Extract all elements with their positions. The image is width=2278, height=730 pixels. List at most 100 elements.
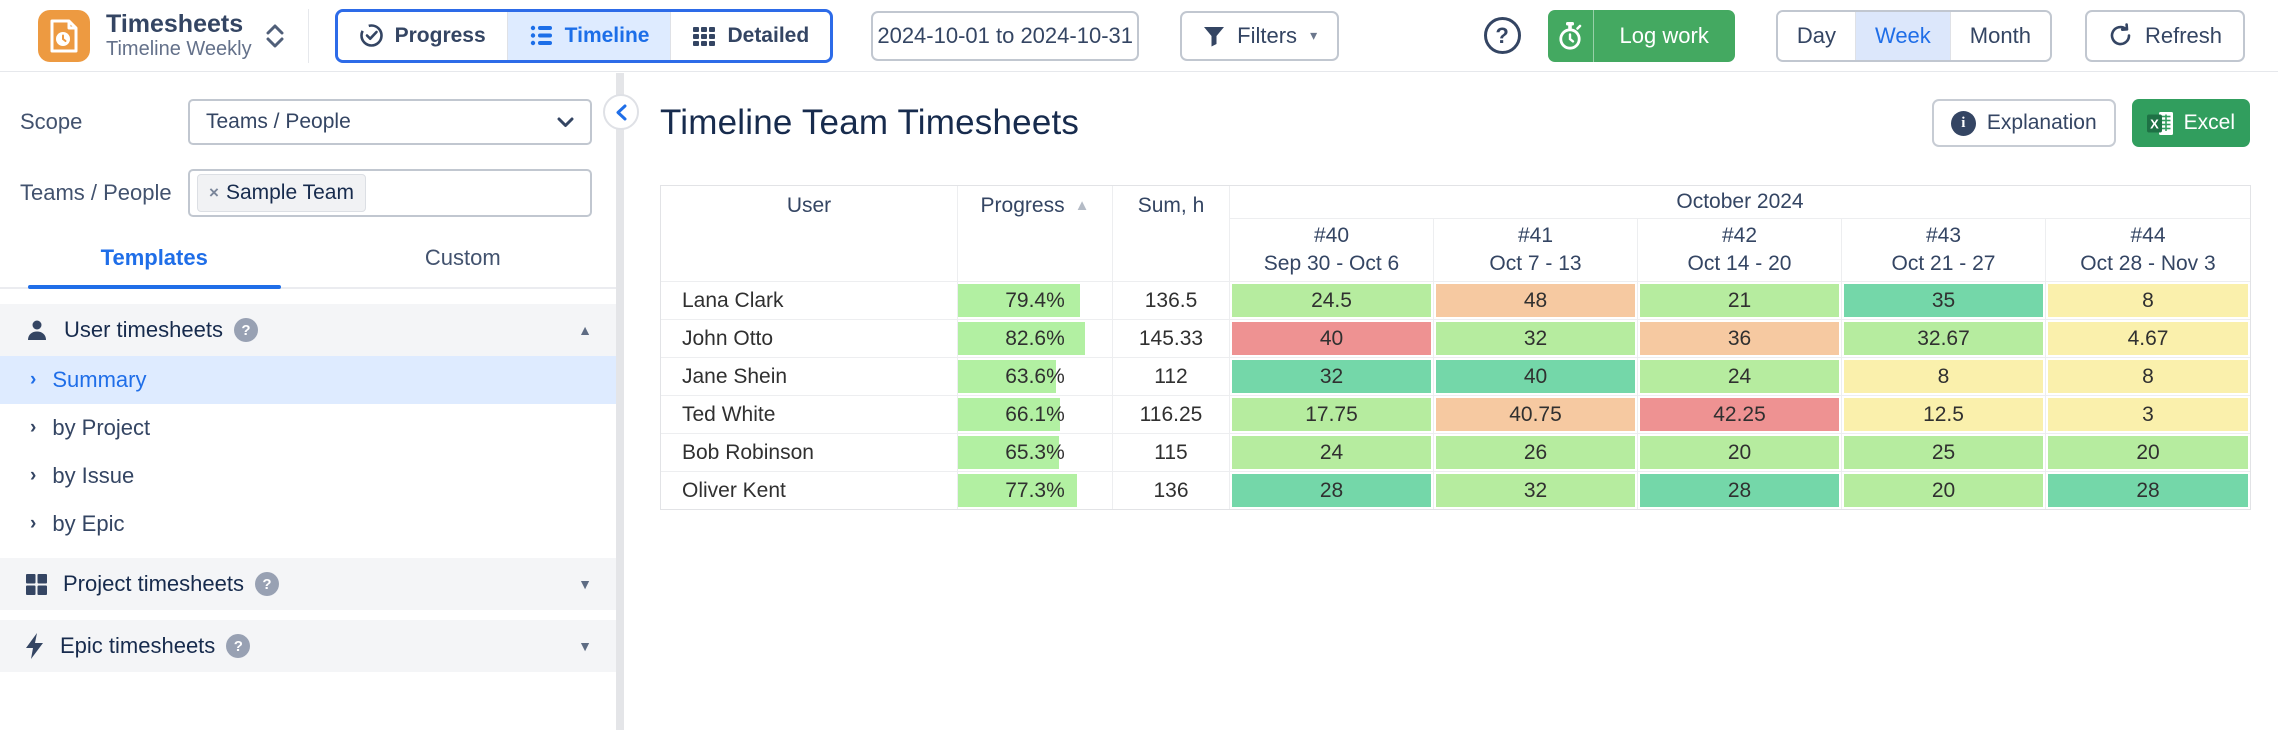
section-epic-timesheets[interactable]: Epic timesheets ? ▼ <box>0 620 617 672</box>
sum-hours-cell: 145.33 <box>1113 320 1230 357</box>
week-hours-cell[interactable]: 20 <box>2046 434 2250 471</box>
sidebar-item-by-project[interactable]: › by Project <box>0 404 617 452</box>
team-tag: × Sample Team <box>197 174 366 212</box>
refresh-button[interactable]: Refresh <box>2084 9 2245 62</box>
week-hours-cell[interactable]: 32 <box>1434 472 1638 509</box>
week-hours-cell[interactable]: 24 <box>1638 358 1842 395</box>
user-name-cell[interactable]: Lana Clark <box>661 282 958 319</box>
hours-value: 3 <box>2048 398 2248 431</box>
expand-triangle-icon[interactable]: ▼ <box>578 638 592 654</box>
hours-value: 20 <box>1640 436 1839 469</box>
table-body: Lana Clark 79.4% 136.5 24.5 48 21 35 8 John Otto… <box>661 281 2250 509</box>
week-hours-cell[interactable]: 25 <box>1842 434 2046 471</box>
scope-select[interactable]: Teams / People <box>188 99 592 145</box>
period-month[interactable]: Month <box>1949 11 2050 60</box>
week-hours-cell[interactable]: 12.5 <box>1842 396 2046 433</box>
table-row: Lana Clark 79.4% 136.5 24.5 48 21 35 8 <box>661 281 2250 319</box>
timesheet-doc-icon <box>50 19 78 52</box>
sidebar-collapse-button[interactable] <box>603 94 639 130</box>
hours-value: 20 <box>1844 474 2043 507</box>
sidebar-item-by-epic[interactable]: › by Epic <box>0 500 617 548</box>
tab-templates[interactable]: Templates <box>0 245 309 289</box>
report-switcher-icon[interactable] <box>266 24 284 48</box>
remove-tag-icon[interactable]: × <box>209 183 219 202</box>
progress-value: 66.1% <box>1005 402 1065 426</box>
section-user-timesheets[interactable]: User timesheets ? ▲ <box>0 304 617 356</box>
week-hours-cell[interactable]: 28 <box>2046 472 2250 509</box>
week-hours-cell[interactable]: 28 <box>1230 472 1434 509</box>
week-hours-cell[interactable]: 42.25 <box>1638 396 1842 433</box>
collapse-triangle-icon[interactable]: ▲ <box>578 322 592 338</box>
sum-hours-cell: 136.5 <box>1113 282 1230 319</box>
teams-people-input[interactable]: × Sample Team <box>188 169 592 217</box>
user-name-cell[interactable]: Ted White <box>661 396 958 433</box>
user-icon <box>25 318 49 342</box>
tab-custom[interactable]: Custom <box>424 245 501 270</box>
help-badge-icon[interactable]: ? <box>254 572 279 596</box>
week-hours-cell[interactable]: 26 <box>1434 434 1638 471</box>
week-hours-cell[interactable]: 32 <box>1230 358 1434 395</box>
help-icon[interactable]: ? <box>1483 17 1521 54</box>
week-hours-cell[interactable]: 40.75 <box>1434 396 1638 433</box>
table-row: Oliver Kent 77.3% 136 28 32 28 20 28 <box>661 471 2250 509</box>
user-name-cell[interactable]: Oliver Kent <box>661 472 958 509</box>
period-day[interactable]: Day <box>1777 11 1855 60</box>
week-hours-cell[interactable]: 8 <box>2046 358 2250 395</box>
progress-cell: 66.1% <box>958 396 1113 433</box>
tab-timeline[interactable]: Timeline <box>506 11 671 60</box>
week-hours-cell[interactable]: 28 <box>1638 472 1842 509</box>
hours-value: 21 <box>1640 284 1839 317</box>
period-week[interactable]: Week <box>1854 11 1950 60</box>
help-badge-icon[interactable]: ? <box>233 318 258 342</box>
section-project-timesheets[interactable]: Project timesheets ? ▼ <box>0 558 617 610</box>
explanation-button[interactable]: i Explanation <box>1931 99 2116 147</box>
week-hours-cell[interactable]: 40 <box>1434 358 1638 395</box>
help-badge-icon[interactable]: ? <box>226 634 251 658</box>
week-hours-cell[interactable]: 24.5 <box>1230 282 1434 319</box>
hours-value: 32 <box>1232 360 1431 393</box>
excel-export-button[interactable]: X Excel <box>2131 99 2250 147</box>
sidebar-item-by-issue[interactable]: › by Issue <box>0 452 617 500</box>
week-hours-cell[interactable]: 17.75 <box>1230 396 1434 433</box>
week-hours-cell[interactable]: 40 <box>1230 320 1434 357</box>
filters-button[interactable]: Filters ▾ <box>1180 10 1340 61</box>
week-hours-cell[interactable]: 36 <box>1638 320 1842 357</box>
user-name-cell[interactable]: John Otto <box>661 320 958 357</box>
hours-value: 24 <box>1640 360 1839 393</box>
sidebar-item-summary[interactable]: › Summary <box>0 356 617 404</box>
hours-value: 32 <box>1436 474 1635 507</box>
week-hours-cell[interactable]: 24 <box>1230 434 1434 471</box>
week-hours-cell[interactable]: 32.67 <box>1842 320 2046 357</box>
tab-detailed[interactable]: Detailed <box>670 11 831 60</box>
progress-cell: 65.3% <box>958 434 1113 471</box>
hours-value: 20 <box>2048 436 2248 469</box>
tab-progress[interactable]: Progress <box>337 11 507 60</box>
col-header-progress[interactable]: Progress ▲ <box>958 186 1113 281</box>
week-hours-cell[interactable]: 8 <box>2046 282 2250 319</box>
week-hours-cell[interactable]: 8 <box>1842 358 2046 395</box>
app-logo <box>38 9 90 62</box>
scope-label: Scope <box>20 109 83 134</box>
expand-triangle-icon[interactable]: ▼ <box>578 576 592 592</box>
week-hours-cell[interactable]: 35 <box>1842 282 2046 319</box>
week-hours-cell[interactable]: 3 <box>2046 396 2250 433</box>
progress-bar <box>958 322 1086 355</box>
refresh-icon <box>2108 23 2133 48</box>
date-range-input[interactable]: 2024-10-01 to 2024-10-31 <box>871 10 1140 61</box>
sidebar: Scope Teams / People Teams / People × Sa… <box>0 73 624 730</box>
timeline-list-icon <box>529 23 554 48</box>
week-hours-cell[interactable]: 4.67 <box>2046 320 2250 357</box>
user-name-cell[interactable]: Bob Robinson <box>661 434 958 471</box>
week-hours-cell[interactable]: 20 <box>1638 434 1842 471</box>
sum-hours-cell: 116.25 <box>1113 396 1230 433</box>
week-hours-cell[interactable]: 32 <box>1434 320 1638 357</box>
sidebar-item-label: by Project <box>52 415 151 440</box>
log-work-button[interactable]: Log work <box>1547 9 1735 62</box>
week-hours-cell[interactable]: 48 <box>1434 282 1638 319</box>
week-hours-cell[interactable]: 21 <box>1638 282 1842 319</box>
week-hours-cell[interactable]: 20 <box>1842 472 2046 509</box>
hours-value: 12.5 <box>1844 398 2043 431</box>
user-name-cell[interactable]: Jane Shein <box>661 358 958 395</box>
chevron-right-icon: › <box>30 417 37 438</box>
timer-icon[interactable] <box>1548 9 1594 62</box>
